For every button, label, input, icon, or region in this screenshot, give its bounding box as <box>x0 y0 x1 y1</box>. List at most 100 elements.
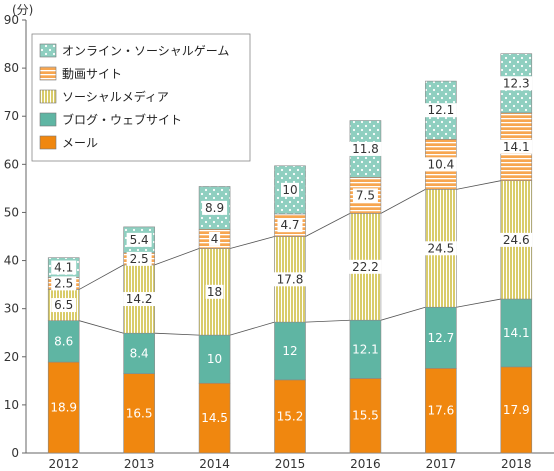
y-tick-label: 90 <box>4 13 19 27</box>
data-label: 12.1 <box>352 342 379 356</box>
legend-swatch <box>39 43 57 58</box>
data-label-background <box>274 272 306 287</box>
bar-segment <box>425 368 457 454</box>
connector-line <box>229 236 275 249</box>
data-label-background <box>349 141 382 156</box>
connector-line <box>305 213 351 237</box>
connector-lines <box>79 180 501 336</box>
x-tick-label: 2012 <box>48 457 79 471</box>
legend-label: 動画サイト <box>62 67 122 81</box>
connector-line <box>380 188 426 214</box>
connector-line <box>380 306 426 321</box>
data-label-background <box>500 232 533 247</box>
data-label-background <box>500 76 533 91</box>
data-label-background <box>424 103 457 118</box>
bar-segment <box>123 332 155 374</box>
bar-segment <box>198 382 231 454</box>
y-tick-label: 0 <box>11 446 19 460</box>
data-label: 10 <box>207 352 222 366</box>
data-label: 4.1 <box>54 261 73 275</box>
data-labels: 18.9 16.5 14.5 15.2 15.5 17.6 17.9 8.6 8.4 10 12 12… <box>50 76 533 425</box>
data-label: 14.1 <box>503 326 530 340</box>
data-label-background <box>205 284 224 299</box>
bar-segment <box>349 378 382 454</box>
data-label: 8.4 <box>130 346 149 360</box>
bar-segment <box>47 361 80 454</box>
data-label: 10 <box>282 183 297 197</box>
data-label: 14.1 <box>503 140 530 154</box>
bar-segment <box>349 319 382 379</box>
bar-segment <box>500 366 533 454</box>
data-label: 17.8 <box>277 272 304 286</box>
data-label: 12 <box>282 344 297 358</box>
y-tick-label: 70 <box>4 109 19 123</box>
bar-segment <box>500 298 533 368</box>
y-tick-label: 10 <box>4 398 19 412</box>
legend-label: メール <box>62 136 98 150</box>
x-tick-label: 2014 <box>199 457 230 471</box>
data-label-background <box>281 182 299 197</box>
data-label-background <box>352 188 378 203</box>
y-tick-label: 80 <box>4 61 19 75</box>
data-label: 8.6 <box>54 334 73 348</box>
bar-segment <box>47 320 80 363</box>
legend-box <box>31 33 251 162</box>
data-label-background <box>51 260 77 275</box>
data-label-background <box>126 232 152 247</box>
legend-swatch <box>39 89 57 104</box>
legend-swatch <box>39 112 57 127</box>
connector-line <box>456 180 501 190</box>
data-label-background <box>277 218 303 233</box>
legend-label: ブログ・ウェブサイト <box>62 112 182 127</box>
data-label: 4 <box>211 232 219 246</box>
connector-line <box>154 332 200 336</box>
bar-segment <box>198 334 231 384</box>
axes: 0 10 20 30 40 50 60 70 80 90 2012 2013 2014 2015 2016 2… <box>4 13 554 471</box>
data-label: 4.7 <box>280 218 299 232</box>
data-label: 15.2 <box>277 409 304 423</box>
data-label: 11.8 <box>352 142 379 156</box>
x-tick-label: 2015 <box>275 457 306 471</box>
data-label: 16.5 <box>126 406 153 420</box>
connector-line <box>79 320 124 334</box>
data-label: 10.4 <box>427 157 454 171</box>
y-tick-label: 60 <box>4 157 19 171</box>
data-label: 8.9 <box>205 201 224 215</box>
data-label: 2.5 <box>130 252 149 266</box>
y-tick-label: 40 <box>4 254 19 268</box>
connector-line <box>305 319 350 323</box>
connector-line <box>154 248 200 266</box>
y-tick-label: 30 <box>4 302 19 316</box>
x-tick-label: 2016 <box>350 457 381 471</box>
data-label: 22.2 <box>352 260 379 274</box>
bar-segment <box>274 379 306 454</box>
connector-line <box>79 264 124 290</box>
data-label: 17.9 <box>503 403 530 417</box>
data-label-background <box>500 139 533 154</box>
data-label: 14.2 <box>126 292 153 306</box>
data-label: 24.5 <box>427 241 454 255</box>
data-label: 2.5 <box>54 276 73 290</box>
data-label: 7.5 <box>356 188 375 202</box>
legend: オンライン・ソーシャルゲーム動画サイトソーシャルメディアブログ・ウェブサイトメー… <box>31 33 251 162</box>
bar-segment <box>123 373 155 454</box>
connector-line <box>229 321 275 336</box>
data-label: 14.5 <box>201 411 228 425</box>
data-label: 15.5 <box>352 409 379 423</box>
data-label: 18 <box>207 285 222 299</box>
legend-swatch <box>39 66 57 81</box>
y-axis-unit-label: (分) <box>12 3 33 17</box>
data-label: 17.6 <box>427 404 454 418</box>
data-label: 24.6 <box>503 233 530 247</box>
bar-segment <box>274 321 306 381</box>
data-label: 5.4 <box>130 233 149 247</box>
legend-label: オンライン・ソーシャルゲーム <box>62 44 229 58</box>
data-label: 12.7 <box>427 331 454 345</box>
x-tick-label: 2013 <box>124 457 155 471</box>
x-tick-label: 2018 <box>501 457 532 471</box>
data-label-background <box>424 157 457 172</box>
x-tick-label: 2017 <box>426 457 457 471</box>
legend-swatch <box>39 135 57 150</box>
